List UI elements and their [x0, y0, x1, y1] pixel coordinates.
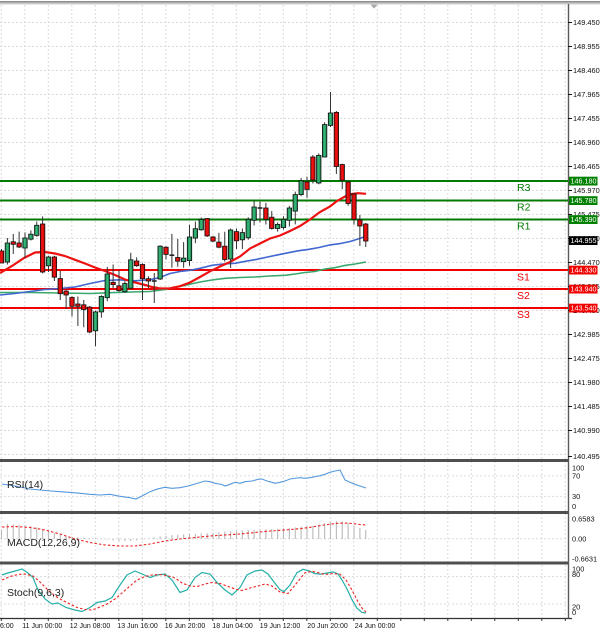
svg-text:12 Jun 08:00: 12 Jun 08:00	[70, 623, 111, 630]
svg-text:141.485: 141.485	[573, 402, 600, 411]
svg-text:0: 0	[572, 502, 576, 511]
svg-text:149.450: 149.450	[573, 18, 600, 27]
svg-text:147.965: 147.965	[573, 90, 600, 99]
svg-text:146.465: 146.465	[573, 162, 600, 171]
svg-text:147.455: 147.455	[573, 114, 600, 123]
svg-text:R2: R2	[517, 202, 531, 214]
svg-text:16 Jun 20:00: 16 Jun 20:00	[165, 623, 206, 630]
svg-text:145.390: 145.390	[571, 215, 597, 224]
svg-text:19 Jun 12:00: 19 Jun 12:00	[260, 623, 301, 630]
svg-text:146.180: 146.180	[571, 177, 597, 186]
svg-text:11 Jun 00:00: 11 Jun 00:00	[22, 623, 62, 630]
svg-text:80: 80	[572, 570, 580, 579]
svg-text:24 Jun 00:00: 24 Jun 00:00	[355, 623, 396, 630]
svg-text:18 Jun 04:00: 18 Jun 04:00	[212, 623, 253, 630]
svg-text:141.980: 141.980	[573, 378, 600, 387]
svg-text:140.990: 140.990	[573, 426, 600, 435]
svg-text:148.460: 148.460	[573, 66, 600, 75]
svg-text:144.330: 144.330	[571, 266, 597, 275]
svg-text:143.540: 143.540	[571, 304, 597, 313]
svg-text:143.940: 143.940	[571, 285, 597, 294]
svg-text:142.475: 142.475	[573, 354, 600, 363]
svg-text:20 Jun 20:00: 20 Jun 20:00	[307, 623, 348, 630]
svg-text:146.960: 146.960	[573, 138, 600, 147]
svg-text:MACD(12,26,9): MACD(12,26,9)	[7, 537, 80, 549]
svg-text:RSI(14): RSI(14)	[7, 479, 43, 491]
svg-text:6:00: 6:00	[0, 623, 14, 630]
svg-text:-0.6631: -0.6631	[572, 555, 597, 564]
svg-text:148.955: 148.955	[573, 42, 600, 51]
svg-text:20: 20	[572, 602, 580, 611]
svg-text:S3: S3	[517, 309, 530, 321]
svg-text:30: 30	[572, 492, 580, 501]
svg-text:13 Jun 16:00: 13 Jun 16:00	[117, 623, 158, 630]
svg-text:70: 70	[572, 472, 580, 481]
svg-text:144.470: 144.470	[573, 258, 600, 267]
svg-text:R3: R3	[517, 182, 531, 194]
svg-text:Stoch(9,6,3): Stoch(9,6,3)	[7, 587, 64, 599]
svg-text:0.6583: 0.6583	[572, 515, 595, 524]
svg-text:R1: R1	[517, 221, 531, 233]
svg-text:145.475: 145.475	[573, 210, 600, 219]
svg-text:S2: S2	[517, 290, 530, 302]
svg-text:145.970: 145.970	[573, 186, 600, 195]
svg-text:100: 100	[572, 564, 584, 573]
svg-text:140.495: 140.495	[573, 452, 600, 461]
svg-text:144.955: 144.955	[571, 236, 597, 245]
svg-text:S1: S1	[517, 272, 530, 284]
svg-text:142.985: 142.985	[573, 330, 600, 339]
svg-text:100: 100	[572, 463, 584, 472]
svg-text:145.780: 145.780	[571, 196, 597, 205]
svg-text:0: 0	[572, 608, 576, 617]
svg-text:0.00: 0.00	[572, 534, 586, 543]
